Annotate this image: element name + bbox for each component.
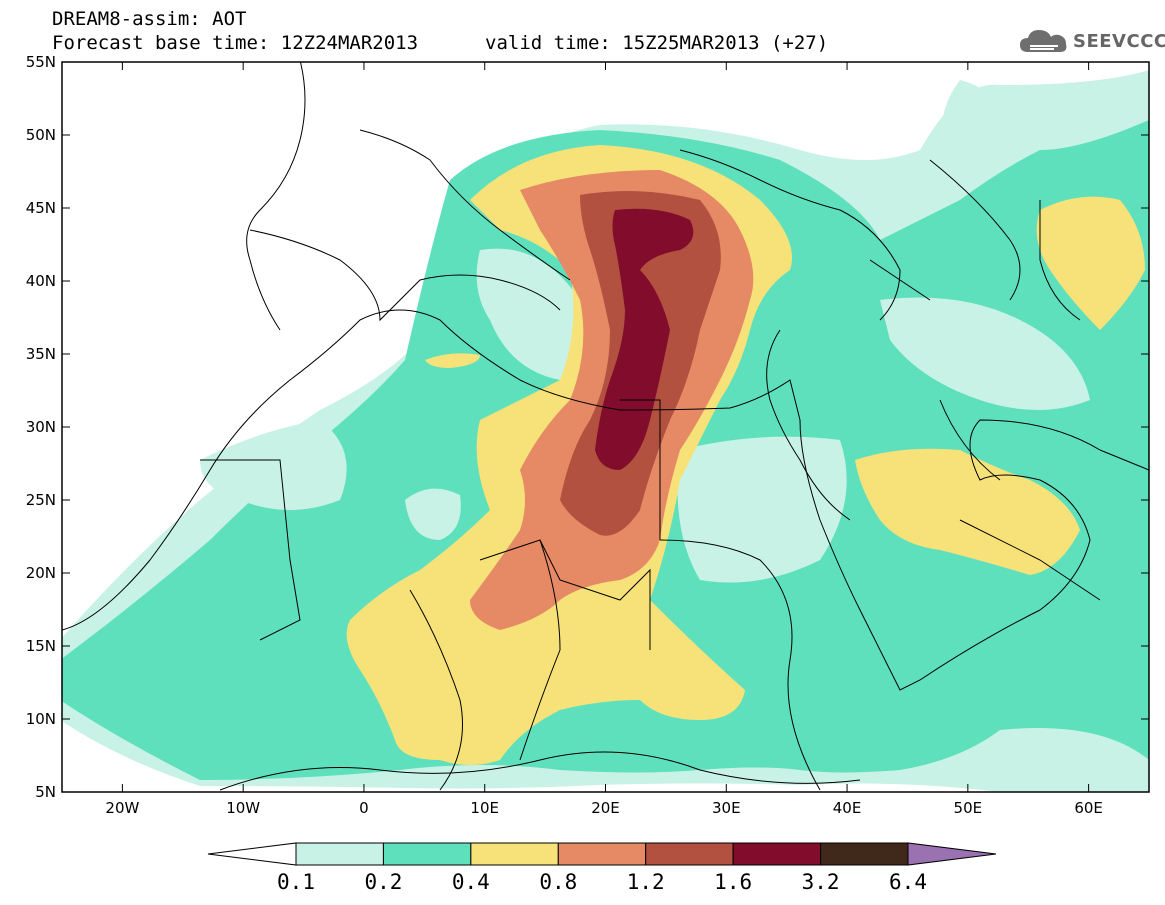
- colorbar-label: 0.2: [364, 870, 403, 894]
- y-tick-label: 25N: [26, 491, 56, 509]
- colorbar-label: 0.8: [539, 870, 578, 894]
- colorbar-segment: [470, 842, 559, 866]
- colorbar-label: 1.2: [626, 870, 665, 894]
- colorbar-arrow-high: [907, 842, 997, 866]
- y-tick-label: 15N: [26, 637, 56, 655]
- colorbar-segment: [645, 842, 734, 866]
- y-tick-label: 10N: [26, 710, 56, 728]
- y-tick-label: 5N: [35, 783, 56, 801]
- axis-layer: 20W 10W 0 10E 20E 30E 40E 50E 60E 55N 50N 45N 40N 35N…: [26, 53, 1149, 817]
- aot-region-1.6: [595, 208, 694, 470]
- aot-field: [62, 62, 1149, 792]
- colorbar: [207, 842, 997, 866]
- colorbar-label: 0.1: [277, 870, 315, 894]
- seevccc-logo: SEEVCCC: [1018, 26, 1165, 56]
- colorbar-segment: [382, 842, 472, 866]
- colorbar-segment: [557, 842, 647, 866]
- x-tick-label: 20E: [591, 799, 620, 817]
- logo-text: SEEVCCC: [1073, 30, 1165, 52]
- colorbar-label: 1.6: [714, 870, 753, 894]
- y-tick-label: 45N: [26, 199, 56, 217]
- x-tick-label: 60E: [1074, 799, 1103, 817]
- x-tick-label: 30E: [712, 799, 741, 817]
- colorbar-label: 6.4: [889, 870, 927, 894]
- colorbar-segment: [820, 842, 909, 866]
- x-tick-label: 20W: [105, 799, 139, 817]
- x-tick-label: 50E: [954, 799, 983, 817]
- colorbar-label: 3.2: [801, 870, 840, 894]
- valid-time: valid time: 15Z25MAR2013 (+27): [485, 32, 829, 54]
- x-tick-label: 0: [359, 799, 369, 817]
- map-title: DREAM8-assim: AOT: [52, 8, 247, 30]
- map-subtitle: Forecast base time: 12Z24MAR2013 valid t…: [52, 32, 828, 98]
- colorbar-segment: [732, 842, 822, 866]
- y-tick-label: 40N: [26, 272, 56, 290]
- colorbar-arrow-low: [207, 842, 297, 866]
- cloud-icon: [1020, 30, 1067, 52]
- y-tick-label: 50N: [26, 126, 56, 144]
- x-tick-label: 10W: [226, 799, 260, 817]
- forecast-base-time: Forecast base time: 12Z24MAR2013: [52, 32, 419, 54]
- y-tick-label: 55N: [26, 53, 56, 71]
- y-tick-label: 20N: [26, 564, 56, 582]
- colorbar-label: 0.4: [451, 870, 490, 894]
- colorbar-segment: [295, 842, 384, 866]
- y-tick-label: 30N: [26, 418, 56, 436]
- y-tick-label: 35N: [26, 345, 56, 363]
- coastlines: [62, 62, 1149, 791]
- x-tick-label: 40E: [833, 799, 862, 817]
- x-tick-label: 10E: [470, 799, 499, 817]
